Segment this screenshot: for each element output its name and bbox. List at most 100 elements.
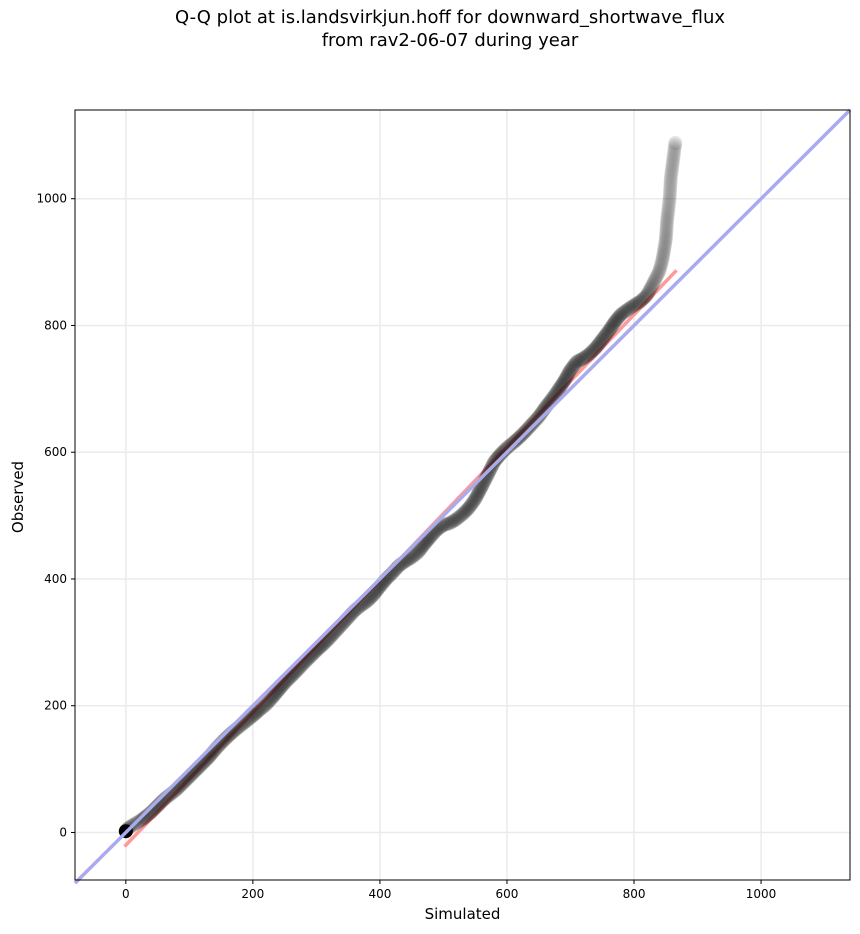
data-point (603, 321, 618, 336)
data-point (656, 249, 671, 264)
data-point (447, 513, 462, 528)
data-point (628, 297, 643, 312)
data-point (618, 304, 633, 319)
data-point (583, 345, 598, 360)
data-point (495, 445, 510, 460)
data-point (627, 298, 642, 313)
data-point (568, 355, 583, 370)
data-point (436, 518, 451, 533)
data-point (520, 422, 535, 437)
data-point (660, 213, 675, 228)
data-point (267, 687, 282, 702)
data-point (411, 545, 426, 560)
data-point (588, 340, 603, 355)
data-point (471, 485, 486, 500)
data-point (553, 380, 568, 395)
data-point (503, 437, 518, 452)
x-axis-label: Simulated (424, 905, 501, 923)
data-point (659, 218, 674, 233)
data-point (498, 441, 513, 456)
identity-line (73, 108, 852, 885)
data-point (266, 688, 281, 703)
data-point (446, 513, 461, 528)
data-point (591, 337, 606, 352)
data-point (658, 237, 673, 252)
data-point (462, 499, 477, 514)
data-point (577, 350, 592, 365)
data-point (360, 594, 375, 609)
data-point (651, 266, 666, 281)
data-point (656, 246, 671, 261)
data-point (595, 332, 610, 347)
data-point (576, 351, 591, 366)
data-point (607, 314, 622, 329)
data-point (663, 170, 678, 185)
data-point (621, 301, 636, 316)
data-point (362, 592, 377, 607)
data-point (404, 550, 419, 565)
data-point (444, 515, 459, 530)
data-point (646, 276, 661, 291)
x-tick-label: 600 (496, 887, 519, 901)
data-point (620, 302, 635, 317)
data-point (604, 319, 619, 334)
data-point (665, 159, 680, 174)
data-point (256, 700, 271, 715)
plot-frame (74, 109, 851, 881)
data-point (658, 235, 673, 250)
data-point (565, 360, 580, 375)
data-point (623, 300, 638, 315)
data-point (661, 200, 676, 215)
data-point (619, 303, 634, 318)
axis-ticks: 0 200 400 600 800 1000 0 200 400 600 800 1000 (36, 192, 776, 901)
data-point (532, 408, 547, 423)
data-point (365, 588, 380, 603)
data-point (661, 202, 676, 217)
data-point (509, 432, 524, 447)
data-point (403, 551, 418, 566)
data-point (651, 265, 666, 280)
data-point (515, 426, 530, 441)
data-point (567, 358, 582, 373)
data-point (472, 484, 487, 499)
data-point (650, 268, 665, 283)
data-point (668, 135, 683, 150)
data-point (259, 696, 274, 711)
data-point (554, 377, 569, 392)
data-point (244, 709, 259, 724)
data-point (480, 467, 495, 482)
data-point (637, 290, 652, 305)
data-point (624, 299, 639, 314)
data-point (364, 589, 379, 604)
data-point (494, 446, 509, 461)
data-point (271, 683, 286, 698)
data-point (614, 307, 629, 322)
data-point (562, 365, 577, 380)
data-point (505, 436, 520, 451)
data-point (527, 414, 542, 429)
data-point (596, 331, 611, 346)
data-point (273, 681, 288, 696)
data-point (641, 284, 656, 299)
data-point (599, 326, 614, 341)
data-point (548, 387, 563, 402)
data-point (254, 701, 269, 716)
data-point (663, 176, 678, 191)
y-tick-label: 200 (44, 699, 67, 713)
data-point (662, 194, 677, 209)
data-point (260, 695, 275, 710)
data-point (137, 810, 152, 825)
data-point (666, 149, 681, 164)
x-tick-label: 800 (623, 887, 646, 901)
data-point (460, 502, 475, 517)
data-point (662, 190, 677, 205)
y-tick-label: 0 (59, 825, 67, 839)
data-point (474, 480, 489, 495)
x-tick-label: 1000 (746, 887, 777, 901)
data-point (658, 231, 673, 246)
data-point (649, 269, 664, 284)
data-point (363, 590, 378, 605)
data-point (662, 187, 677, 202)
data-point (571, 353, 586, 368)
data-point (559, 370, 574, 385)
